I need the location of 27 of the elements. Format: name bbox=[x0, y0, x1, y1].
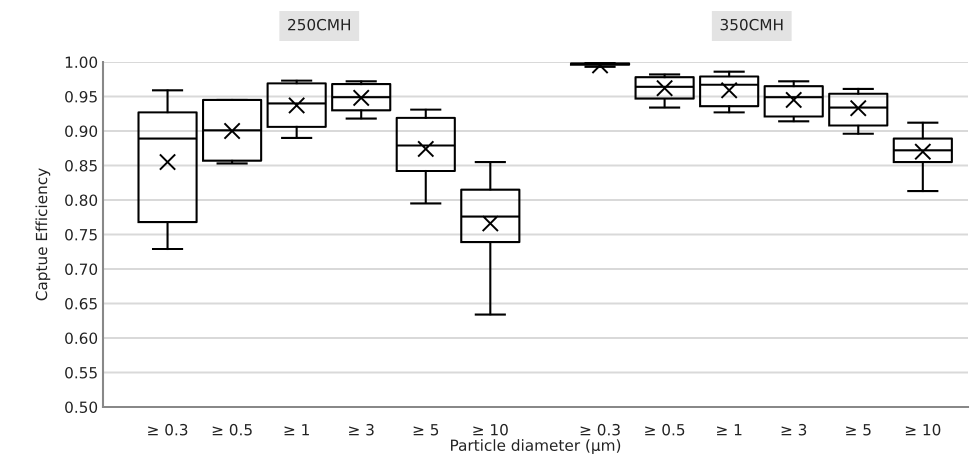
y-tick-label: 0.50 bbox=[65, 401, 98, 414]
x-tick-label: ≥ 1 bbox=[717, 424, 742, 436]
y-axis-title: Captue Efficiency bbox=[35, 168, 50, 300]
y-tick-label: 0.75 bbox=[65, 228, 97, 241]
y-tick-label: 1.00 bbox=[66, 56, 98, 68]
x-tick-label: ≥ 3 bbox=[349, 424, 374, 436]
x-tick-label: ≥ 0.5 bbox=[212, 424, 252, 436]
y-tick-label: 0.95 bbox=[65, 90, 97, 103]
x-axis-title: Particle diameter (µm) bbox=[451, 439, 620, 454]
y-tick-label: 0.85 bbox=[65, 160, 97, 172]
x-tick-label: ≥ 0.5 bbox=[645, 424, 684, 436]
x-tick-label: ≥ 5 bbox=[414, 424, 438, 436]
x-tick-label: ≥ 0.3 bbox=[148, 424, 188, 436]
y-tick-label: 0.70 bbox=[65, 263, 98, 276]
x-tick-label: ≥ 5 bbox=[846, 424, 871, 436]
x-tick-label: ≥ 10 bbox=[473, 424, 508, 436]
chart-title: 250CMH bbox=[288, 18, 350, 30]
y-tick-label: 0.80 bbox=[65, 194, 98, 206]
y-tick-label: 0.65 bbox=[65, 298, 97, 310]
x-tick-label: ≥ 3 bbox=[782, 424, 806, 436]
x-tick-label: ≥ 0.3 bbox=[580, 424, 620, 436]
x-tick-label: ≥ 1 bbox=[284, 424, 309, 436]
y-tick-label: 0.55 bbox=[65, 366, 97, 379]
y-tick-label: 0.60 bbox=[65, 332, 98, 344]
x-tick-label: ≥ 10 bbox=[906, 424, 940, 436]
chart-title: 350CMH bbox=[720, 18, 782, 30]
y-tick-label: 0.90 bbox=[65, 125, 98, 138]
